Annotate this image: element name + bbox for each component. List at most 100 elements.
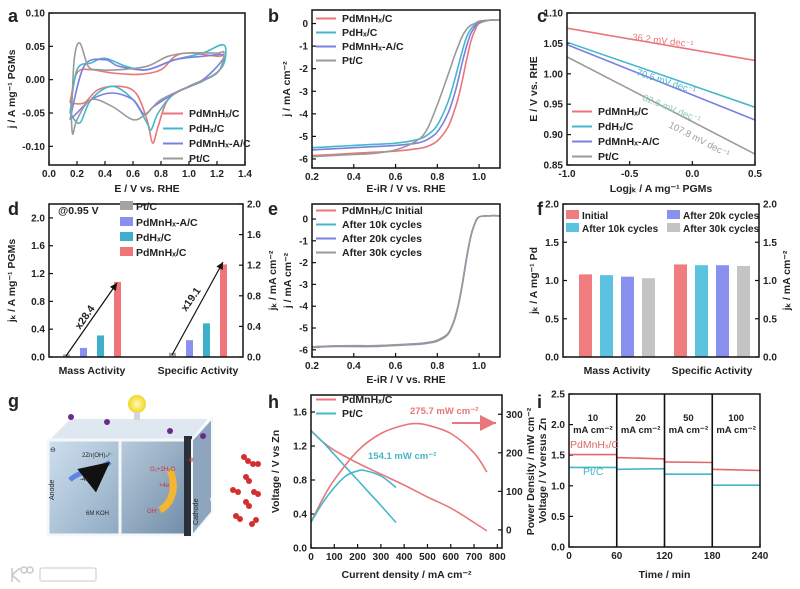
bar xyxy=(642,278,655,357)
y-axis-label: j / A mg⁻¹ PGMs xyxy=(6,49,18,129)
legend-swatch xyxy=(566,223,579,232)
bar xyxy=(579,274,592,357)
y-tick-label: 1.0 xyxy=(551,481,565,492)
y-tick-label: 2.0 xyxy=(31,213,45,224)
bulb-base xyxy=(134,412,140,420)
plot-frame xyxy=(48,12,246,166)
y-tick-label: 1.5 xyxy=(551,451,565,462)
x-tick-label: 0.5 xyxy=(748,169,762,180)
y-right-tick-label: 1.5 xyxy=(763,238,777,249)
bar xyxy=(186,340,193,357)
series-label: Pt/C xyxy=(583,466,604,478)
legend-item: PdMnHₓ/C xyxy=(120,247,187,259)
y-tick-label: -6 xyxy=(299,154,308,165)
x-tick-label: -0.5 xyxy=(621,169,639,180)
series-line-3 xyxy=(70,42,225,136)
x-tick-label: 0.2 xyxy=(305,361,319,372)
legend-item: Initial xyxy=(566,210,608,222)
bar xyxy=(600,275,613,357)
y-tick-label: 0.0 xyxy=(31,353,45,364)
anode-arrow-icon xyxy=(68,459,112,493)
x-tick-label: 0.4 xyxy=(347,361,361,372)
legend-item: Pt/C xyxy=(316,55,363,67)
y-axis-label: Voltage / V vs Zn xyxy=(270,430,282,513)
y-tick-label: -1 xyxy=(299,42,308,53)
x-tick-label: 0.4 xyxy=(347,172,361,183)
y-axis-label: jₖ / A mg⁻¹ PGMs xyxy=(6,239,18,323)
legend-item: PdMnHₓ/C xyxy=(316,13,393,25)
plot-frame xyxy=(566,12,756,166)
x-tick-label: 1.0 xyxy=(472,361,486,372)
x-tick-label: 500 xyxy=(419,552,436,563)
legend-label: PdMnHₓ/C Initial xyxy=(342,205,423,217)
x-tick-label: 700 xyxy=(466,552,483,563)
y-right-tick-label: 0 xyxy=(506,525,512,536)
cathode-sign: ⊕ xyxy=(188,457,194,464)
y-tick-label: -0.05 xyxy=(22,109,45,120)
series-line-3 xyxy=(567,56,755,155)
y-tick-label: -2 xyxy=(299,258,308,269)
y-right-tick-label: 100 xyxy=(506,487,523,498)
y-right-tick-label: 1.6 xyxy=(247,230,261,241)
oxygen-label: O₂ xyxy=(210,497,218,504)
y-right-tick-label: 0.4 xyxy=(247,322,261,333)
y-tick-label: 2.5 xyxy=(551,390,565,401)
x-tick-label: 0 xyxy=(308,552,314,563)
x-tick-label: 0.6 xyxy=(389,361,403,372)
legend-item: After 10k cycles xyxy=(316,219,422,231)
x-tick-label: 1.4 xyxy=(238,169,252,180)
y-tick-label: 0.0 xyxy=(293,544,307,555)
cathode-electron-label: +4e xyxy=(159,483,170,489)
plot-frame xyxy=(311,9,501,169)
y-right-tick-label: 1.2 xyxy=(247,261,261,272)
x-tick-label: 0.0 xyxy=(42,169,56,180)
y-tick-label: 0.0 xyxy=(551,543,565,554)
legend-swatch xyxy=(120,201,133,210)
panel-b-chart: b -6 -5 -4 -3 -2 -1 0 0.2 0.4 0.6 0.8 1.0 E-iR / V vs… xyxy=(268,6,501,195)
y-right-tick-label: 2.0 xyxy=(247,200,261,211)
series-line-3 xyxy=(312,214,500,348)
x-tick-label: 1.0 xyxy=(182,169,196,180)
legend-label: PdMnHₓ/C xyxy=(342,394,393,406)
x-tick-label: 400 xyxy=(396,552,413,563)
legend-item: After 30k cycles xyxy=(316,247,422,259)
panel-label: a xyxy=(8,6,19,26)
legend-label: Initial xyxy=(582,211,608,222)
panel-e-chart: e -6 -5 -4 -3 -2 -1 0 0.2 0.4 0.6 0.8 1.0 E-iR / V vs… xyxy=(268,199,501,386)
cathode-label: Cathode xyxy=(193,498,200,525)
bar xyxy=(203,323,210,357)
legend-label: After 20k cycles xyxy=(683,211,760,222)
panel-f-chart: f 0.0 0.5 1.0 1.5 2.0 0.0 0.5 1.0 1.5 2.0 jₖ / A mg… xyxy=(528,199,793,377)
annotation: 36.2 mV dec⁻¹ xyxy=(632,32,694,50)
series-line-1 xyxy=(567,41,755,108)
series-line-1 xyxy=(312,19,500,149)
electron-dot xyxy=(68,414,74,420)
panel-label: i xyxy=(537,392,542,412)
x-tick-label: 0.8 xyxy=(430,361,444,372)
x-tick-label: 0.8 xyxy=(154,169,168,180)
y-tick-label: 1.2 xyxy=(31,269,45,280)
legend-item: PdMnHₓ/C xyxy=(572,106,649,118)
y-tick-label: 2.0 xyxy=(551,420,565,431)
panel-i-chart: i 0.0 0.5 1.0 1.5 2.0 2.5 0 60 120 180 240 Time / mi… xyxy=(537,390,769,582)
series-line-2 xyxy=(311,422,488,523)
series-line-0 xyxy=(312,19,500,157)
legend-item: PdMnHₓ-A/C xyxy=(316,41,404,53)
y-tick-label: 0.95 xyxy=(544,100,564,111)
y-right-tick-label: 0.0 xyxy=(247,353,261,364)
electron-dot xyxy=(167,428,173,434)
x-tick-label: 120 xyxy=(656,551,673,562)
cathode-chamber xyxy=(118,438,194,537)
panel-d-chart: d 0.0 0.4 0.8 1.2 1.6 2.0 0.0 0.4 0.8 1.2 1.6 2.0 jₖ … xyxy=(6,199,279,377)
zincate-label: 2Zn(OH)₄²⁻ xyxy=(82,453,113,459)
legend-swatch xyxy=(566,210,579,219)
legend-label: After 30k cycles xyxy=(683,224,760,235)
y-tick-label: -2 xyxy=(299,64,308,75)
legend-item: PdMnHₓ/C xyxy=(316,394,393,406)
y-tick-label: 1.05 xyxy=(544,39,564,50)
y-axis-label: j / mA cm⁻² xyxy=(281,61,293,118)
panel-label: f xyxy=(537,199,544,219)
series-line-3 xyxy=(312,19,500,158)
bar xyxy=(220,264,227,357)
